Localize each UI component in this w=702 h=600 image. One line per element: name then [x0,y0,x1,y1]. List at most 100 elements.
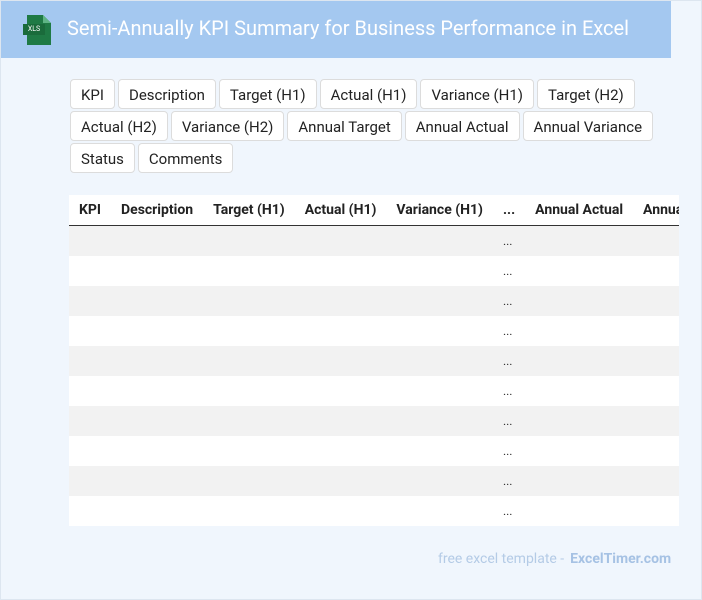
tag[interactable]: Annual Target [287,111,402,141]
cell: ... [492,436,526,466]
header: XLS Semi-Annually KPI Summary for Busine… [1,1,671,58]
table-row: ... [69,286,679,316]
cell [111,406,204,436]
column-header: ... [492,195,526,226]
cell [525,496,634,526]
cell: ... [492,256,526,286]
tag-list: KPI Description Target (H1) Actual (H1) Vari… [70,79,660,173]
table-row: ... [69,436,679,466]
cell [633,406,679,436]
cell [69,376,112,406]
footer-text: free excel template - [438,551,565,567]
cell [386,436,493,466]
cell [294,346,387,376]
cell [386,346,493,376]
tag[interactable]: Actual (H2) [70,111,168,141]
cell [111,466,204,496]
column-header: Variance (H1) [386,195,493,226]
cell [69,406,112,436]
cell [386,286,493,316]
cell: ... [492,406,526,436]
cell [69,436,112,466]
cell: ... [492,346,526,376]
cell [111,316,204,346]
tag[interactable]: Annual Actual [404,111,520,141]
cell [69,466,112,496]
cell [525,436,634,466]
cell [203,466,295,496]
column-header: KPI [69,195,112,226]
table-row: ... [69,316,679,346]
table: KPI Description Target (H1) Actual (H1) Vari… [69,195,679,526]
cell [69,496,112,526]
cell [203,316,295,346]
cell [111,286,204,316]
table-wrap: KPI Description Target (H1) Actual (H1) Vari… [69,195,679,526]
table-row: ... [69,406,679,436]
tag[interactable]: KPI [70,79,115,109]
tag[interactable]: Target (H1) [218,79,317,109]
icon-shape [23,15,51,45]
cell [69,346,112,376]
header-row: KPI Description Target (H1) Actual (H1) Vari… [69,195,679,226]
cell [111,376,204,406]
cell [633,466,679,496]
footer-brand[interactable]: ExcelTimer.com [570,551,672,567]
cell [294,496,387,526]
tag[interactable]: Variance (H2) [170,111,285,141]
cell [525,376,634,406]
cell [69,286,112,316]
cell [294,256,387,286]
cell [633,316,679,346]
cell [294,376,387,406]
cell [294,225,387,256]
table-row: ... [69,256,679,286]
cell [203,406,295,436]
cell [294,316,387,346]
tag[interactable]: Description [117,79,216,109]
cell [69,316,112,346]
table-row: ... [69,496,679,526]
column-header: Actual (H1) [294,195,387,226]
column-header: Description [111,195,204,226]
cell: ... [492,466,526,496]
cell [69,256,112,286]
cell: ... [492,316,526,346]
cell [111,436,204,466]
table-row: ... [69,346,679,376]
tag[interactable]: Status [70,143,135,173]
cell [111,225,204,256]
cell: ... [492,286,526,316]
cell [203,346,295,376]
cell [525,466,634,496]
cell [386,406,493,436]
table-row: ... [69,376,679,406]
cell [633,256,679,286]
tag[interactable]: Comments [137,143,234,173]
cell [525,406,634,436]
cell [203,496,295,526]
cell [633,346,679,376]
icon-label: XLS [27,25,41,33]
cell [203,376,295,406]
table-row: ... [69,466,679,496]
cell [294,436,387,466]
tag[interactable]: Target (H2) [537,79,635,109]
cell [203,286,295,316]
cell [386,496,493,526]
cell [294,406,387,436]
table-row: ... [69,225,679,256]
cell [69,225,112,256]
tag[interactable]: Annual Variance [522,111,654,141]
tag[interactable]: Variance (H1) [420,79,535,109]
cell [525,316,634,346]
cell [525,256,634,286]
cell [203,256,295,286]
tag[interactable]: Actual (H1) [319,79,418,109]
cell [386,316,493,346]
cell [386,225,493,256]
cell [633,286,679,316]
cell [111,496,204,526]
title: Semi-Annually KPI Summary for Business P… [67,16,629,40]
